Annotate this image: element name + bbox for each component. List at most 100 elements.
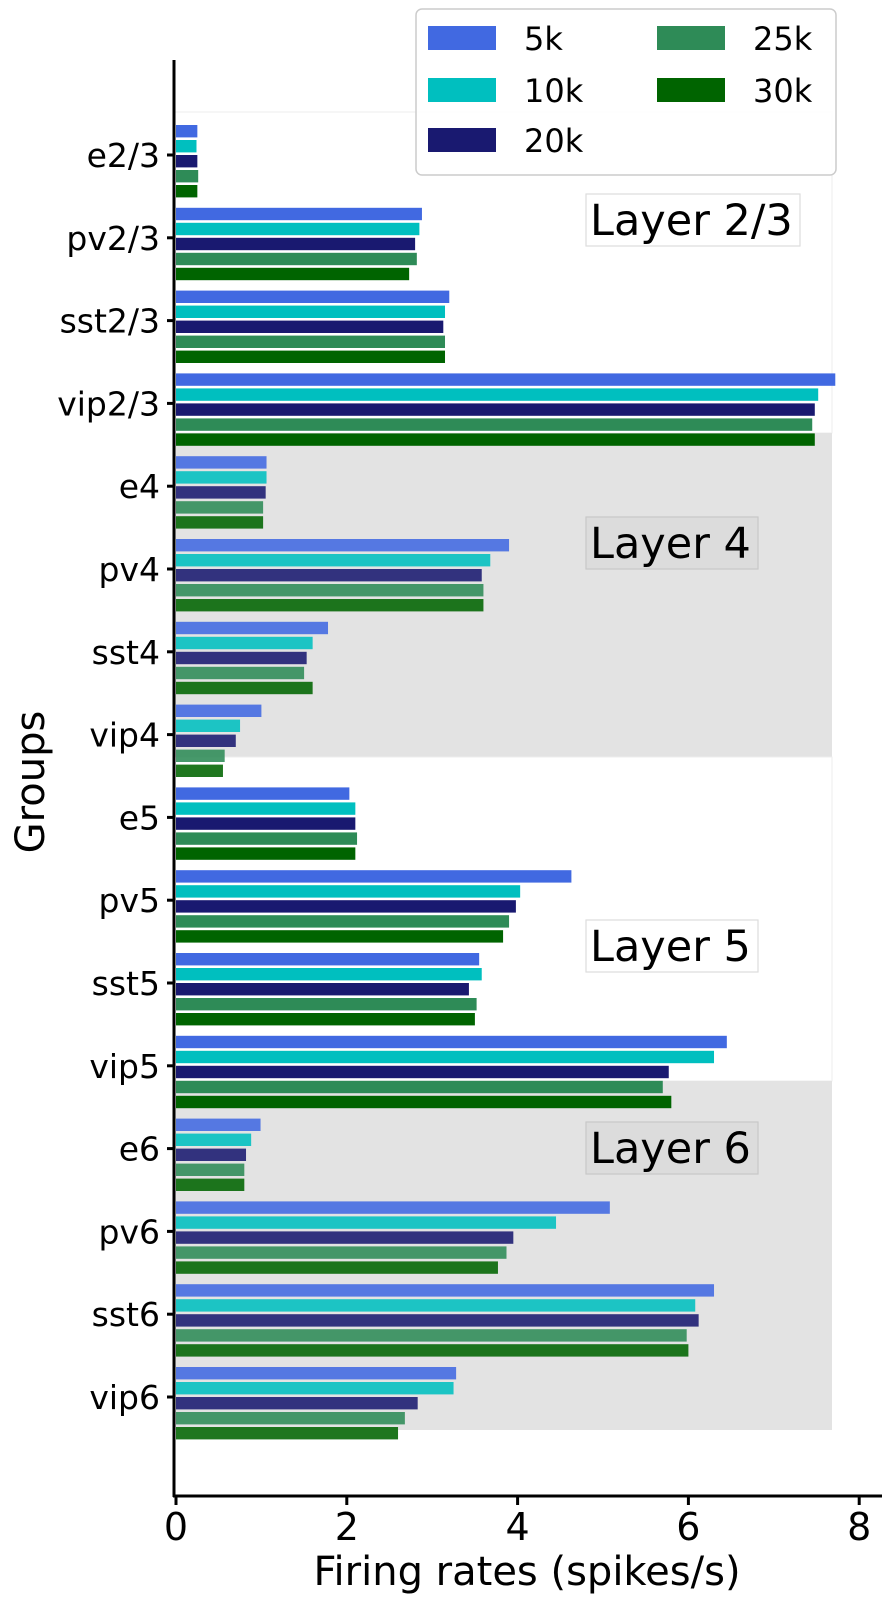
bar-e4-25k [176,501,264,514]
bar-e2-3-5k [176,125,198,138]
bar-e6-10k [176,1133,252,1146]
legend-swatch-20k [428,128,496,152]
bar-e2-3-25k [176,170,199,183]
bar-pv5-25k [176,915,510,928]
y-tick-label-sst5: sst5 [92,964,160,1003]
bar-pv6-20k [176,1231,514,1244]
bar-e2-3-10k [176,140,197,153]
bar-vip6-25k [176,1412,405,1425]
bar-sst2-3-10k [176,305,446,318]
bar-sst2-3-30k [176,350,446,363]
bar-sst4-30k [176,681,313,695]
bar-pv4-5k [176,539,510,552]
bar-vip5-25k [176,1080,663,1094]
bar-sst2-3-25k [176,335,446,348]
x-tick-label: 8 [847,1505,871,1549]
legend: 5k 10k 20k 25k 30k [415,8,837,176]
bar-vip2-3-10k [176,388,819,401]
bar-sst2-3-20k [176,320,444,333]
bar-pv5-30k [176,930,504,943]
bar-pv4-20k [176,569,482,582]
bar-sst4-10k [176,636,313,650]
layer-labels: Layer 2/3 Layer 4 Layer 5 Layer 6 [585,193,801,1175]
bar-pv2-3-25k [176,252,417,266]
legend-label-30k: 30k [753,72,813,110]
bar-vip4-20k [176,734,236,747]
y-tick-label-vip6: vip6 [89,1378,160,1417]
y-tick-label-e5: e5 [119,798,160,837]
bar-sst6-10k [176,1299,696,1312]
y-tick-label-e2-3: e2/3 [87,136,160,175]
bar-e5-25k [176,832,358,845]
bar-vip4-10k [176,719,241,732]
bar-pv4-30k [176,599,484,612]
bar-e5-20k [176,817,356,830]
bar-e5-10k [176,802,356,815]
legend-swatch-10k [428,78,496,102]
bar-pv2-3-10k [176,222,420,236]
bar-vip5-5k [176,1035,727,1049]
bar-pv6-5k [176,1201,610,1214]
bar-vip2-3-5k [176,373,836,386]
layer-label: Layer 2/3 [590,196,793,246]
bar-e4-5k [176,456,267,469]
bar-pv5-5k [176,870,572,883]
bar-sst5-20k [176,983,469,996]
bar-pv6-25k [176,1246,507,1259]
bar-e2-3-30k [176,185,198,198]
bar-pv6-10k [176,1216,557,1229]
bar-vip6-30k [176,1427,399,1440]
bar-sst4-20k [176,651,307,665]
y-tick-label-pv4: pv4 [99,550,160,589]
bar-pv6-30k [176,1261,498,1274]
layer-label: Layer 6 [590,1124,751,1174]
y-tick-label-sst2-3: sst2/3 [60,302,160,341]
bar-pv2-3-20k [176,237,416,251]
y-tick-label-pv6: pv6 [99,1212,160,1251]
axes [172,60,882,1498]
legend-label-10k: 10k [524,72,584,110]
bar-e4-20k [176,486,266,499]
bar-sst6-30k [176,1344,689,1357]
y-tick-label-pv5: pv5 [99,881,160,920]
bar-e2-3-20k [176,155,198,168]
bar-vip5-20k [176,1065,669,1079]
bar-sst5-5k [176,953,480,966]
y-tick-label-sst6: sst6 [92,1295,160,1334]
y-tick-label-sst4: sst4 [92,633,160,672]
layer-label-box [585,193,801,247]
bar-sst6-5k [176,1284,715,1297]
layer-label: Layer 4 [590,519,751,569]
bar-e6-5k [176,1118,261,1131]
bar-vip4-25k [176,749,225,762]
bar-pv4-25k [176,584,484,597]
bar-sst4-25k [176,666,305,680]
x-tick-label: 2 [335,1505,359,1549]
legend-label-25k: 25k [753,20,813,58]
y-tick-label-e6: e6 [119,1130,160,1169]
x-axis-label: Firing rates (spikes/s) [313,1549,740,1595]
y-tick-label-vip2-3: vip2/3 [57,384,160,423]
bar-sst6-25k [176,1329,687,1342]
legend-label-20k: 20k [524,122,584,160]
y-axis-label: Groups [8,711,54,854]
bar-sst2-3-5k [176,290,450,303]
bar-sst5-10k [176,968,482,981]
layer-label-box [585,516,759,570]
bar-vip5-10k [176,1050,715,1064]
legend-label-5k: 5k [524,20,563,58]
layer-label-box [585,1121,759,1175]
legend-frame [415,8,837,176]
bar-e5-5k [176,787,350,800]
y-tick-label-vip4: vip4 [89,716,160,755]
bar-e5-30k [176,847,356,860]
bar-pv4-10k [176,554,491,567]
bar-vip4-5k [176,704,262,717]
legend-swatch-30k [657,78,725,102]
bar-e4-30k [176,516,264,529]
x-tick-label: 0 [164,1505,188,1549]
legend-swatch-5k [428,26,496,50]
bar-vip5-30k [176,1095,672,1109]
y-tick-label-e4: e4 [119,467,160,506]
bar-e6-25k [176,1163,245,1176]
